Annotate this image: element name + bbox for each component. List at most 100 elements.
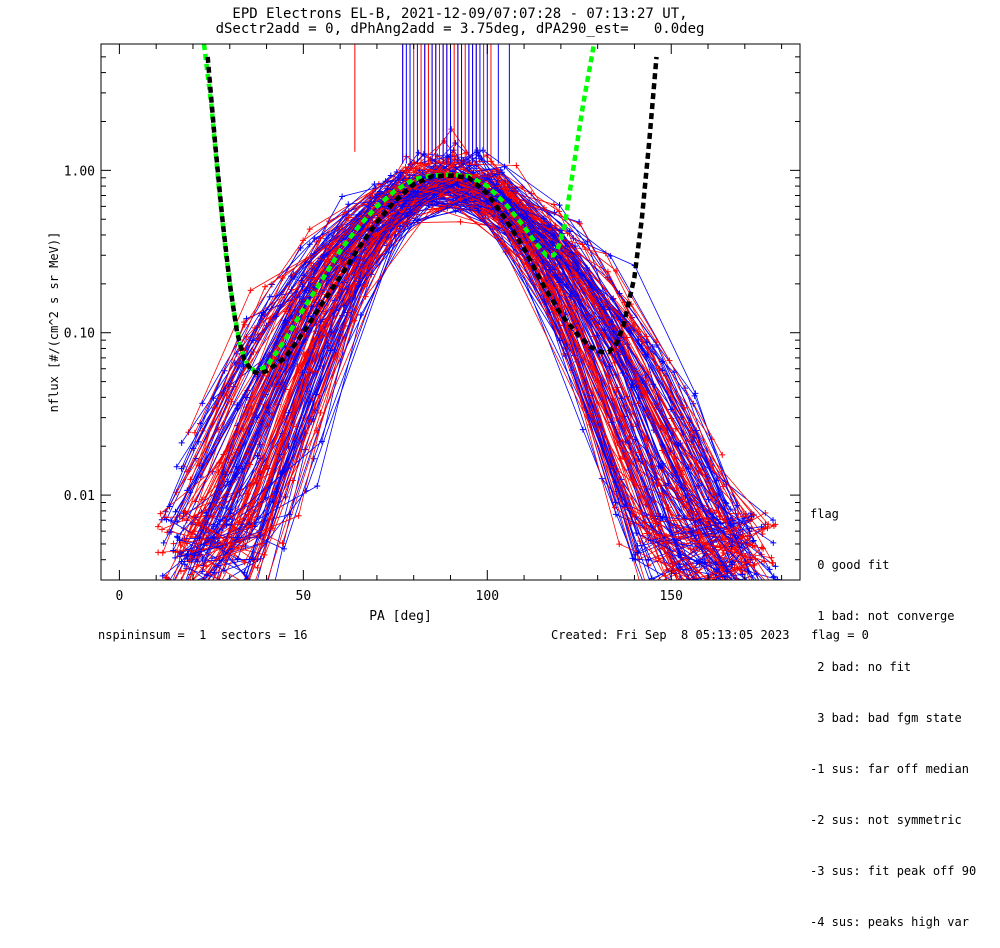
data-point — [612, 499, 619, 506]
data-point — [762, 510, 769, 517]
data-point — [200, 562, 207, 569]
measurement-trace — [181, 200, 733, 580]
data-point — [162, 575, 169, 580]
data-point — [764, 592, 770, 598]
data-point — [403, 167, 410, 174]
data-point — [210, 585, 216, 591]
data-point — [414, 217, 421, 224]
data-point — [425, 202, 432, 209]
data-point — [719, 566, 726, 573]
data-point — [232, 472, 239, 479]
data-point — [768, 599, 774, 605]
data-point — [184, 540, 191, 547]
data-point — [631, 511, 638, 518]
data-point — [267, 315, 274, 322]
x-tick-label: 100 — [476, 589, 499, 604]
data-point — [211, 404, 218, 411]
data-point — [695, 595, 701, 601]
data-point — [649, 343, 656, 350]
data-point — [466, 162, 473, 169]
data-point — [245, 582, 251, 588]
data-point — [345, 201, 352, 208]
data-point — [299, 283, 306, 290]
data-point — [166, 503, 173, 510]
data-point — [181, 508, 188, 515]
data-point — [704, 595, 710, 601]
data-point — [159, 526, 166, 533]
data-point — [163, 574, 170, 580]
data-point — [279, 540, 286, 547]
data-point — [572, 259, 579, 266]
data-point — [170, 540, 177, 547]
data-point — [636, 449, 643, 456]
data-point — [226, 516, 233, 523]
data-point — [755, 592, 761, 598]
data-point — [310, 455, 317, 462]
data-point — [223, 522, 230, 529]
data-point — [184, 550, 191, 557]
data-point — [454, 179, 461, 186]
data-point — [768, 599, 774, 605]
data-point — [317, 409, 324, 416]
data-point — [197, 590, 203, 596]
data-point — [769, 582, 775, 588]
data-point — [748, 513, 755, 520]
fit-curve-green — [201, 44, 597, 374]
data-point — [743, 583, 749, 589]
legend-item: -3 sus: fit peak off 90 — [810, 864, 977, 878]
data-point — [694, 593, 700, 599]
data-point — [714, 604, 720, 610]
legend-item: 3 bad: bad fgm state — [810, 711, 962, 725]
data-point — [371, 181, 378, 188]
data-point — [594, 332, 601, 339]
data-point — [198, 496, 205, 503]
data-point — [629, 555, 636, 562]
fit-curve-black — [205, 56, 659, 376]
data-point — [752, 580, 758, 586]
data-point — [681, 582, 687, 588]
data-point — [719, 582, 725, 588]
data-point — [609, 296, 616, 303]
measurement-trace — [213, 179, 774, 563]
measurement-trace — [191, 200, 739, 580]
data-point — [734, 502, 741, 509]
data-point — [262, 283, 269, 290]
data-point — [196, 519, 203, 526]
data-point — [310, 284, 317, 291]
data-point — [475, 207, 482, 214]
data-point — [523, 261, 530, 268]
data-point — [554, 265, 561, 272]
data-point — [747, 594, 753, 600]
data-point — [199, 400, 206, 407]
data-point — [639, 377, 646, 384]
data-point — [564, 230, 571, 237]
data-point — [673, 484, 680, 491]
measurement-trace — [201, 172, 735, 572]
data-point — [655, 555, 662, 562]
data-point — [772, 563, 779, 570]
data-point — [659, 460, 666, 467]
x-axis-label: PA [deg] — [369, 609, 432, 624]
data-point — [742, 582, 748, 588]
data-point — [550, 201, 557, 208]
data-point — [749, 583, 755, 589]
data-point — [643, 333, 650, 340]
data-point — [677, 440, 684, 447]
data-point — [222, 471, 229, 478]
data-point — [679, 467, 686, 474]
data-point — [728, 543, 735, 550]
plot-area — [155, 44, 781, 610]
data-point — [342, 209, 349, 216]
data-point — [220, 451, 227, 458]
data-point — [191, 598, 197, 604]
data-point — [167, 517, 174, 524]
data-point — [189, 595, 195, 601]
data-point — [738, 597, 744, 603]
data-point — [752, 583, 758, 589]
data-point — [758, 582, 764, 588]
data-point — [174, 518, 181, 525]
measurement-trace — [196, 185, 773, 564]
data-point — [166, 529, 173, 536]
data-point — [249, 522, 256, 529]
data-point — [727, 506, 734, 513]
